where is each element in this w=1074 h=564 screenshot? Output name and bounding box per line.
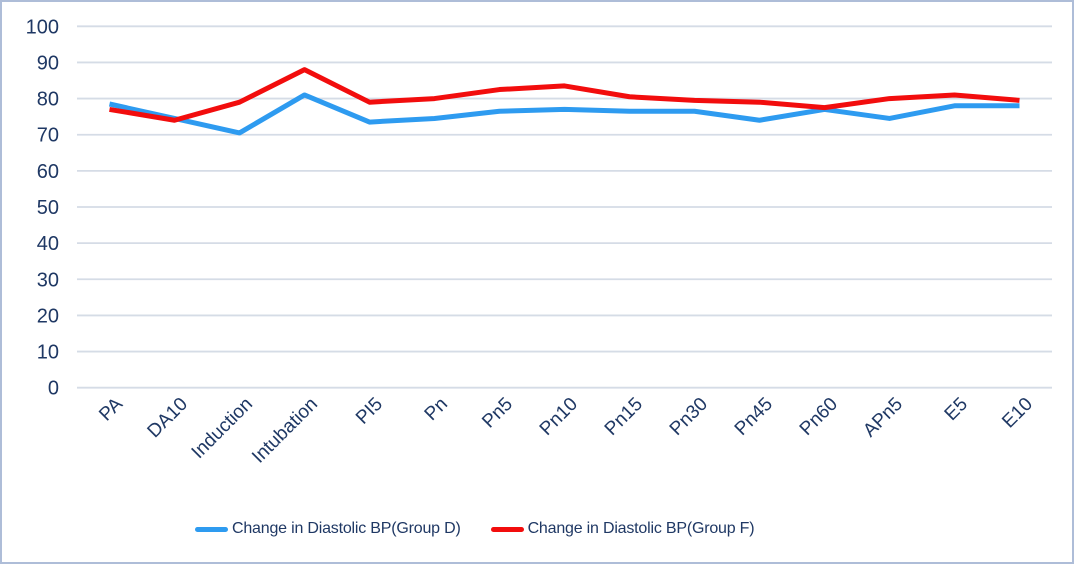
x-axis-category-label: Pn15	[601, 394, 647, 440]
y-axis-tick-label: 10	[37, 342, 59, 364]
series-line-group-d	[108, 92, 1020, 136]
x-axis-category-label: Pn	[421, 394, 452, 425]
y-axis-tick-label: 40	[37, 233, 59, 255]
x-axis-category-label: APn5	[859, 394, 907, 442]
legend-item-group-d: Change in Diastolic BP(Group D)	[195, 520, 461, 538]
x-axis-category-label: E5	[941, 394, 972, 425]
y-axis-tick-label: 90	[37, 52, 59, 74]
y-axis-tick-label: 30	[37, 269, 59, 291]
y-axis-tick-label: 0	[48, 378, 59, 400]
x-axis-category-label: Pn5	[478, 394, 517, 433]
x-axis-category-label: Intubation	[248, 394, 322, 468]
x-axis-category-label: PI5	[352, 394, 387, 429]
x-axis-category-label: E10	[998, 394, 1037, 433]
series-line-group-f	[109, 67, 1020, 123]
legend-label-group-f: Change in Diastolic BP(Group F)	[527, 520, 755, 537]
chart-legend: Change in Diastolic BP(Group D) Change i…	[195, 520, 755, 538]
y-axis-tick-label: 70	[37, 125, 59, 147]
x-axis-category-label: Pn45	[731, 394, 777, 440]
x-axis-category-label: Pn10	[536, 394, 582, 440]
y-axis-tick-label: 100	[26, 16, 59, 38]
legend-swatch-group-d	[195, 526, 228, 532]
x-axis-category-label: Pn30	[666, 394, 712, 440]
y-axis-tick-label: 80	[37, 89, 59, 111]
x-axis-category-label: DA10	[144, 394, 192, 442]
y-axis-tick-label: 60	[37, 161, 59, 183]
x-axis-category-label: Induction	[188, 394, 257, 463]
x-axis-category-label: PA	[95, 393, 127, 425]
legend-label-group-d: Change in Diastolic BP(Group D)	[232, 520, 461, 537]
y-axis-tick-label: 50	[37, 197, 59, 219]
legend-item-group-f: Change in Diastolic BP(Group F)	[490, 520, 755, 538]
legend-swatch-group-f	[490, 526, 524, 532]
y-axis-tick-label: 20	[37, 305, 59, 327]
x-axis-category-label: Pn60	[796, 394, 842, 440]
